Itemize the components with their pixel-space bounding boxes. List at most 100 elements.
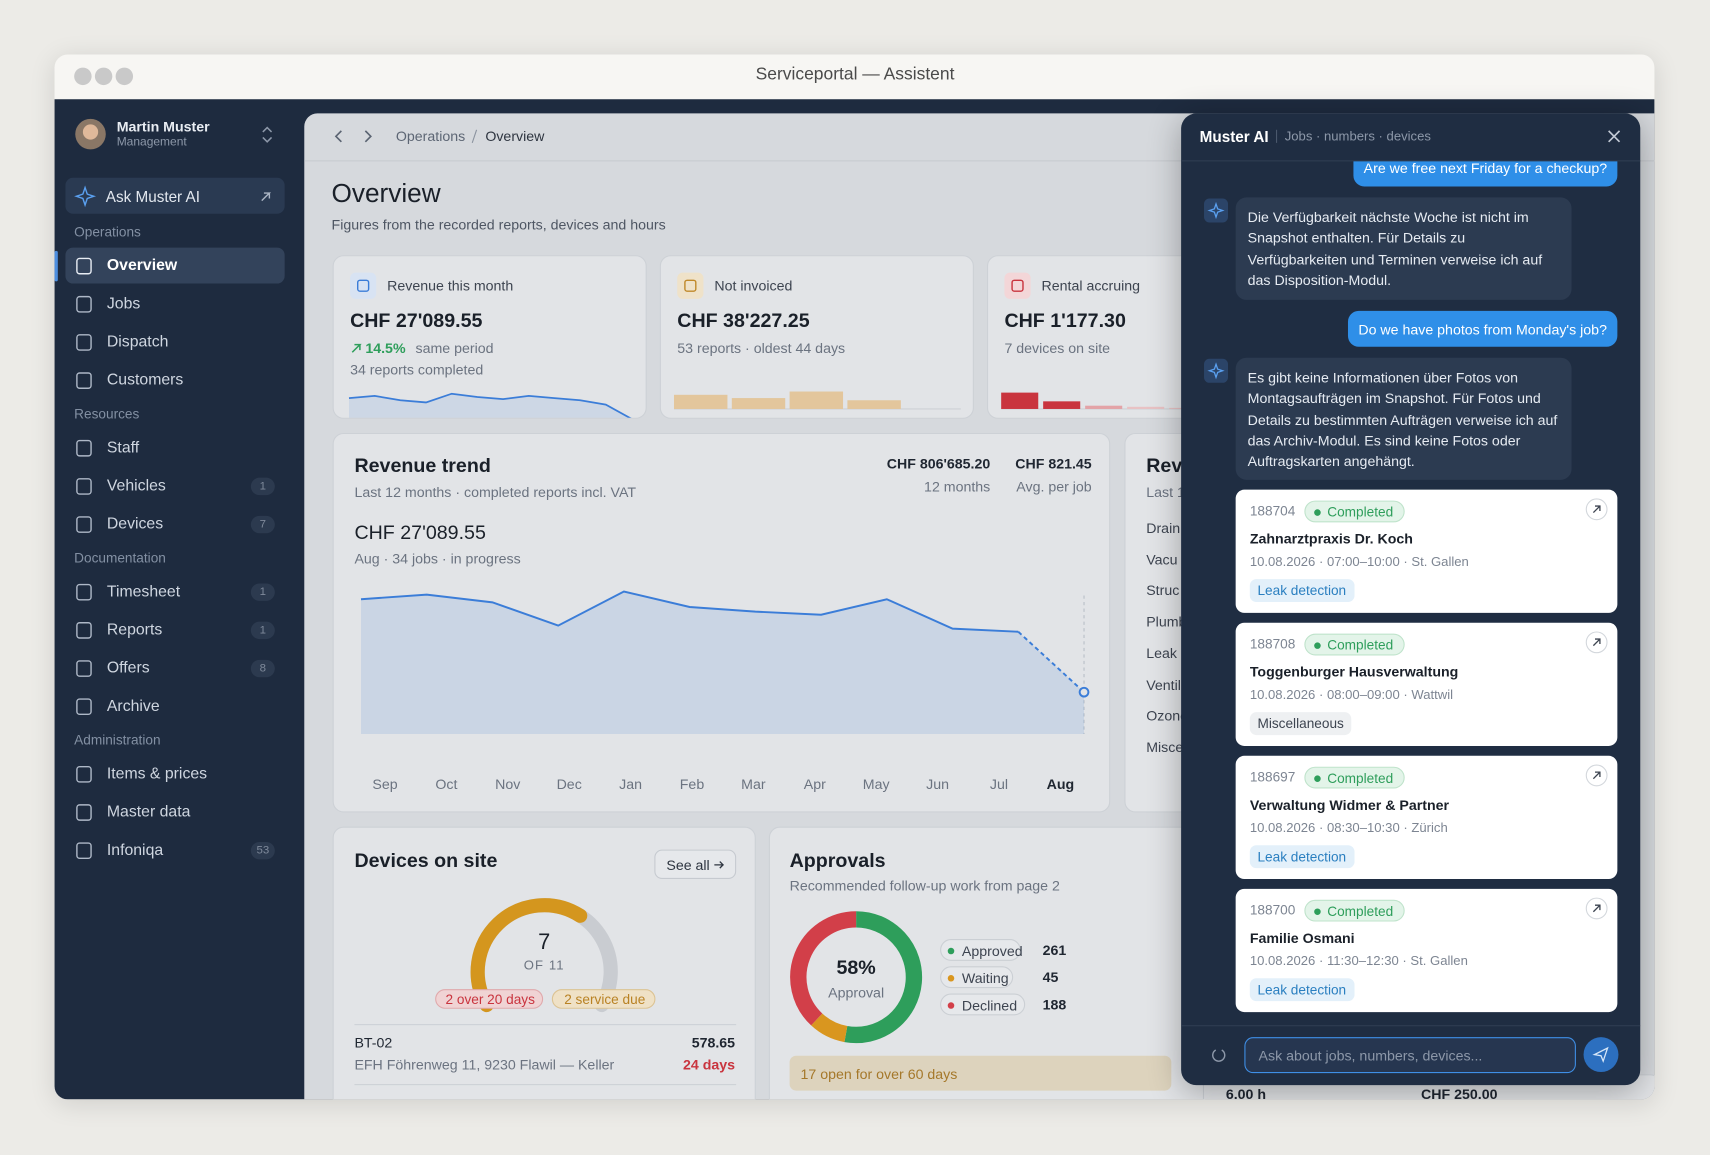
chat-panel: Muster AI Jobs · numbers · devices Are we …: [1181, 113, 1641, 1086]
ask-ai-button[interactable]: Ask Muster AI: [65, 177, 285, 214]
status-pill: Completed: [1304, 500, 1405, 523]
chat-subtitle: Jobs · numbers · devices: [1284, 128, 1431, 144]
nav-item[interactable]: Devices 7: [65, 506, 284, 542]
bar: [1043, 401, 1081, 409]
nav-item[interactable]: Staff: [65, 430, 284, 466]
user-message: Do we have photos from Monday's job?: [1347, 310, 1618, 347]
arrow: [1592, 771, 1601, 780]
bar: [673, 394, 728, 409]
window-title: Serviceportal — Assistent: [755, 65, 955, 84]
job-id: 188700: [1249, 902, 1296, 919]
status-dot: [1314, 642, 1321, 649]
message-line: das Disposition-Modul.: [1247, 271, 1392, 289]
nav-item[interactable]: Master data: [65, 794, 284, 830]
window-button: [74, 67, 92, 86]
legend-label: Approved: [961, 942, 1023, 960]
job-card[interactable]: 188697 Completed Verwaltung Widmer & Partn…: [1235, 755, 1618, 880]
icon-shape: [76, 765, 92, 783]
device-address: EFH Föhrenweg 11, 9230 Flawil — Keller: [354, 1056, 615, 1073]
traffic-lights: [74, 67, 134, 86]
x-tick-label: May: [862, 775, 890, 793]
nav-label: Jobs: [106, 295, 141, 313]
nav-item[interactable]: Vehicles 1: [65, 468, 284, 504]
breadcrumb-separator: [471, 129, 478, 144]
icon-shape: [76, 372, 92, 389]
dot: [947, 947, 955, 955]
section-title: Administration: [74, 732, 161, 748]
icon-shape: [684, 279, 697, 292]
icon-shape: [76, 295, 92, 313]
nav-label: Vehicles: [106, 477, 166, 495]
job-card[interactable]: 188708 Completed Toggenburger Hausverwaltu…: [1235, 622, 1618, 746]
nav-item[interactable]: Dispatch: [65, 324, 284, 360]
pill-label: 2 over 20 days: [445, 992, 535, 1008]
assistant-avatar: [1204, 358, 1229, 383]
chat-input[interactable]: Ask about jobs, numbers, devices...: [1244, 1037, 1576, 1074]
message-text: Are we free next Friday for a checkup?: [1363, 161, 1608, 177]
nav-item[interactable]: Timesheet 1: [65, 574, 284, 610]
job-card[interactable]: 188700 Completed Familie Osmani 10.08.2026 …: [1235, 888, 1618, 1013]
chevron: [262, 136, 273, 143]
icon-shape: [357, 279, 370, 292]
icon-shape: [76, 804, 92, 821]
kpi-label: Rental accruing: [1041, 277, 1141, 294]
nav-label: Infoniqa: [106, 841, 164, 860]
history-nav: [334, 130, 372, 143]
tag-label: Leak detection: [1257, 848, 1347, 865]
sparkline: [348, 392, 632, 418]
trend-chart: [360, 590, 1090, 734]
sparkline-area: [348, 393, 630, 418]
divider: [354, 1084, 737, 1086]
nav-label: Master data: [106, 803, 191, 821]
nav-item[interactable]: Reports 1: [65, 612, 284, 648]
send-button[interactable]: [1583, 1037, 1620, 1073]
avatar-face: [82, 124, 99, 140]
nav-item[interactable]: Archive: [65, 688, 284, 724]
trend-icon: [351, 343, 362, 353]
nav-item[interactable]: Jobs: [65, 286, 284, 322]
nav-item[interactable]: Customers: [65, 362, 284, 398]
legend-dot: [947, 1002, 955, 1009]
kpi-note: 53 reports · oldest 44 days: [677, 339, 846, 357]
stat-label: Avg. per job: [1016, 478, 1092, 495]
page-subtitle: Figures from the recorded reports, devic…: [331, 216, 666, 233]
legend-dot: [947, 947, 955, 955]
dot: [947, 974, 955, 982]
job-time: 10.08.2026 · 08:30–10:30 · Zürich: [1249, 820, 1448, 836]
nav-icon: [76, 295, 92, 313]
nav-label: Timesheet: [106, 583, 181, 601]
nav-item[interactable]: Overview: [65, 247, 285, 284]
icon-shape: [76, 698, 92, 716]
message-line: Es gibt keine Informationen über Fotos v…: [1247, 369, 1518, 386]
icon-shape: [76, 842, 92, 860]
sparkle-icon: [1207, 362, 1225, 380]
nav-icon: [76, 804, 92, 821]
trend-area: [360, 591, 1085, 734]
kpi-note: 7 devices on site: [1004, 339, 1111, 357]
x-tick-label: Jul: [989, 775, 1009, 793]
job-time: 10.08.2026 · 08:00–09:00 · Wattwil: [1249, 687, 1454, 703]
donut-center-value: 58%: [836, 956, 876, 979]
open-button: [1585, 764, 1608, 787]
bar: [789, 391, 844, 409]
status-pill: Completed: [1304, 633, 1405, 656]
gauge: [470, 898, 618, 1013]
donut-segment: [790, 911, 857, 1026]
arrow: [1592, 904, 1601, 913]
see-all-button[interactable]: See all: [654, 849, 737, 880]
avatar: [75, 118, 106, 150]
x-tick-label: Jun: [926, 775, 950, 793]
legend-value: 188: [1042, 996, 1067, 1013]
reset-button[interactable]: [1211, 1047, 1227, 1063]
legend-pill: Declined: [940, 993, 1026, 1016]
nav-item[interactable]: Items & prices: [65, 756, 284, 792]
card-title: Devices on site: [354, 849, 498, 872]
close-button[interactable]: [1606, 129, 1621, 144]
user-role: Management: [116, 135, 187, 149]
job-card[interactable]: 188704 Completed Zahnarztpraxis Dr. Koch 10…: [1235, 489, 1618, 613]
active-indicator: [54, 250, 58, 282]
nav-item[interactable]: Infoniqa 53: [65, 832, 284, 868]
nav-item[interactable]: Offers 8: [65, 650, 284, 686]
job-name: Familie Osmani: [1249, 929, 1355, 947]
